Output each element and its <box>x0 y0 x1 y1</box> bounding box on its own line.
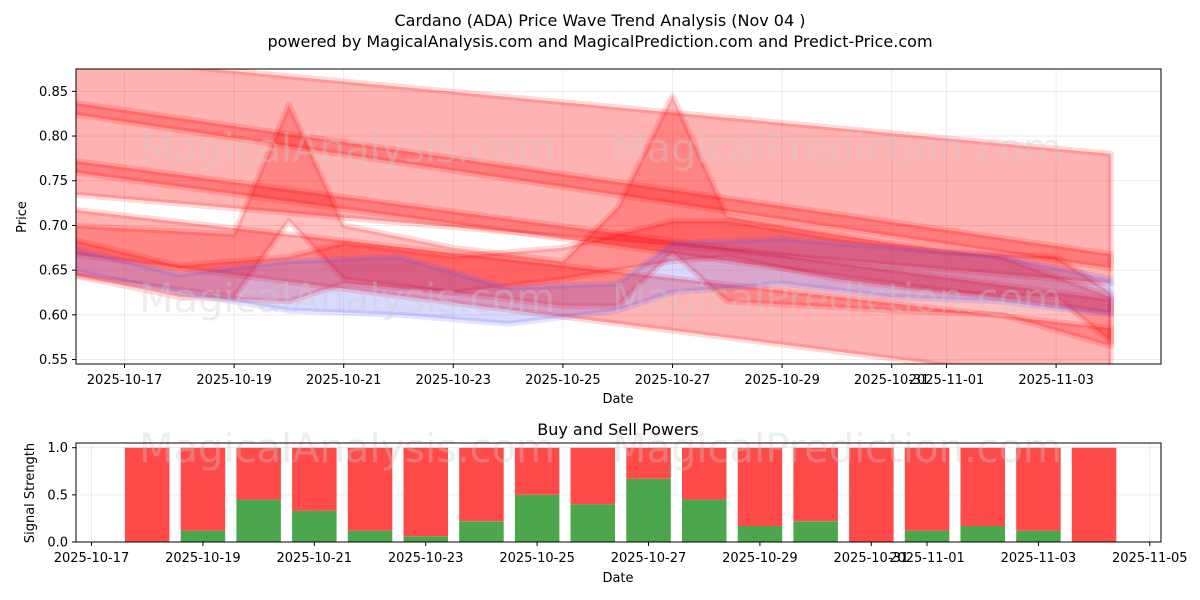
price-wave-band <box>76 99 1114 272</box>
price-wave-band <box>76 158 1114 316</box>
price-wave-band <box>76 69 1114 287</box>
price-x-tick-label: 2025-10-19 <box>196 373 272 388</box>
buy-power-bar <box>514 494 560 542</box>
power-chart-title: Buy and Sell Powers <box>537 420 699 439</box>
power-x-tick-label: 2025-11-05 <box>1112 551 1188 566</box>
sell-power-bar <box>514 447 560 495</box>
power-plot-frame <box>75 442 1162 543</box>
price-x-axis: 2025-10-17 2025-10-19 2025-10-21 2025-10-23… <box>87 364 1094 388</box>
sell-power-bar <box>849 447 894 542</box>
watermark-analysis: MagicalAnalysis.com <box>139 126 555 172</box>
power-x-tick-label: 2025-10-25 <box>499 551 575 566</box>
power-x-tick-label: 2025-10-29 <box>722 551 798 566</box>
buy-power-bar <box>570 504 615 542</box>
buy-power-bar <box>960 526 1005 542</box>
power-x-tick-label: 2025-10-27 <box>611 551 687 566</box>
price-y-tick-label: 0.85 <box>39 85 68 100</box>
sell-power-bar <box>403 447 448 537</box>
price-wave-band <box>76 92 1114 350</box>
price-chart: MagicalAnalysis.com MagicalPrediction.co… <box>15 68 1162 407</box>
price-x-tick-label: 2025-10-29 <box>744 373 820 388</box>
buy-power-bar <box>1016 530 1061 542</box>
price-y-tick-label: 0.60 <box>39 308 68 323</box>
buy-power-bar <box>236 499 281 542</box>
sell-power-bar <box>1071 447 1117 542</box>
price-x-tick-label: 2025-11-01 <box>909 373 985 388</box>
price-y-axis: 0.55 0.60 0.65 0.70 0.75 0.80 0.85 <box>39 85 76 368</box>
price-x-tick-label: 2025-10-25 <box>525 373 601 388</box>
sell-power-bar <box>682 447 727 500</box>
power-y-label: Signal Strength <box>23 443 38 543</box>
power-x-tick-label: 2025-10-19 <box>165 551 241 566</box>
sell-power-bar <box>793 447 838 522</box>
sell-power-bar <box>626 447 671 479</box>
sell-power-bar <box>292 447 337 511</box>
sell-power-bar <box>180 447 226 531</box>
price-grid <box>76 69 1161 364</box>
price-x-tick-label: 2025-10-31 <box>854 373 930 388</box>
power-bars <box>124 447 1117 542</box>
price-wave-band <box>76 235 1114 327</box>
price-y-tick-label: 0.70 <box>39 219 68 234</box>
price-waves <box>76 69 1114 364</box>
power-y-tick-label: 0.0 <box>47 536 68 551</box>
price-wave-band <box>76 206 1114 364</box>
buy-power-bar <box>737 526 783 542</box>
sell-power-bar <box>459 447 504 522</box>
buy-power-bar <box>347 530 393 542</box>
sell-power-bar <box>570 447 615 505</box>
power-x-tick-label: 2025-10-23 <box>388 551 464 566</box>
power-y-tick-label: 1.0 <box>47 441 68 456</box>
buy-power-bar <box>292 510 337 542</box>
watermark-analysis-bottom: MagicalAnalysis.com <box>139 426 555 472</box>
buy-power-bar <box>793 521 838 542</box>
price-x-label: Date <box>602 392 633 407</box>
price-y-tick-label: 0.75 <box>39 174 68 189</box>
buy-power-bar <box>403 536 448 542</box>
power-x-tick-label: 2025-10-17 <box>54 551 130 566</box>
price-x-tick-label: 2025-10-17 <box>87 373 163 388</box>
price-x-tick-label: 2025-11-03 <box>1018 373 1094 388</box>
buy-power-bar <box>459 521 504 542</box>
power-y-tick-label: 0.5 <box>47 488 68 503</box>
sell-power-bar <box>124 447 170 542</box>
sell-power-bar <box>236 447 281 500</box>
price-y-label: Price <box>15 201 30 233</box>
price-y-tick-label: 0.80 <box>39 130 68 145</box>
figure-title: Cardano (ADA) Price Wave Trend Analysis … <box>395 11 806 30</box>
watermark-prediction-bottom: MagicalPrediction.com <box>612 426 1062 472</box>
power-y-axis: 0.0 0.5 1.0 <box>47 441 76 551</box>
sell-power-bar <box>347 447 393 531</box>
power-x-tick-label: 2025-10-21 <box>277 551 353 566</box>
power-x-tick-label: 2025-10-31 <box>834 551 910 566</box>
price-plot-frame <box>75 68 1162 365</box>
price-x-tick-label: 2025-10-23 <box>416 373 492 388</box>
power-x-axis: 2025-10-17 2025-10-19 2025-10-21 2025-10-23… <box>54 542 1188 566</box>
power-x-label: Date <box>602 571 633 586</box>
power-x-tick-label: 2025-11-03 <box>1001 551 1077 566</box>
buy-power-bar <box>180 530 226 542</box>
sell-power-bar <box>904 447 950 531</box>
sell-power-bar <box>1016 447 1061 531</box>
buy-power-bar <box>682 499 727 542</box>
buy-power-bar <box>626 478 671 542</box>
price-x-tick-label: 2025-10-27 <box>635 373 711 388</box>
price-y-tick-label: 0.65 <box>39 264 68 279</box>
figure-subtitle: powered by MagicalAnalysis.com and Magic… <box>267 32 932 51</box>
watermark-prediction: MagicalPrediction.com <box>612 126 1062 172</box>
watermark-analysis-lower: MagicalAnalysis.com <box>139 276 555 322</box>
price-x-tick-label: 2025-10-21 <box>306 373 382 388</box>
power-x-tick-label: 2025-11-01 <box>889 551 965 566</box>
price-wave-band <box>76 218 1114 345</box>
power-chart: Buy and Sell Powers MagicalAnalysis.com … <box>23 420 1188 586</box>
watermark-prediction-lower: MagicalPrediction.com <box>612 276 1062 322</box>
sell-power-bar <box>737 447 783 526</box>
buy-power-bar <box>904 530 950 542</box>
price-y-tick-label: 0.55 <box>39 353 68 368</box>
sell-power-bar <box>960 447 1005 526</box>
